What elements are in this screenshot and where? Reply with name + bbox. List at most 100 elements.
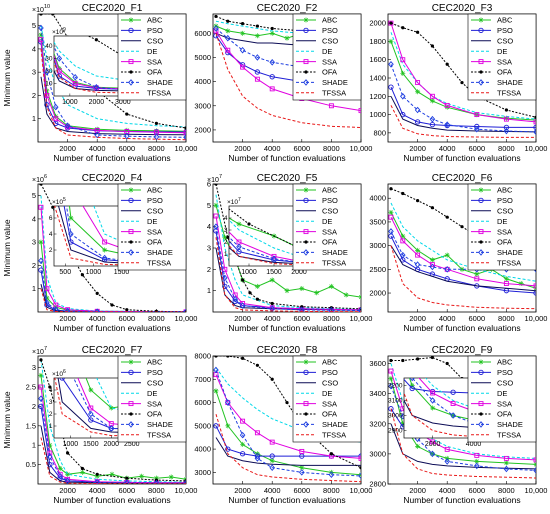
- series-marker-shade: [358, 307, 361, 312]
- series-line-tfssa: [40, 288, 186, 312]
- y-exponent: ×10: [32, 177, 44, 184]
- inset-series-line-ofa: [229, 208, 319, 255]
- inset-series-marker-abc: [393, 338, 398, 343]
- legend-label: SHADE: [322, 78, 348, 87]
- inset-series-marker-ssa: [72, 81, 78, 86]
- series-marker-ssa: [254, 76, 260, 82]
- legend-box: [467, 13, 537, 101]
- legend-marker: [128, 421, 134, 428]
- legend-item-shade: SHADE: [296, 420, 348, 429]
- legend-label: DE: [322, 389, 332, 398]
- series-line-abc: [390, 41, 536, 121]
- series-line-tfssa: [40, 48, 186, 141]
- inset-series-marker-shade: [450, 412, 456, 419]
- x-axis-label: Number of function evaluations: [53, 153, 170, 163]
- series-marker-shade: [358, 472, 361, 480]
- series-marker-abc: [474, 458, 480, 464]
- series-marker-ssa: [225, 47, 231, 53]
- series-marker-ofa: [445, 361, 449, 366]
- series-marker-shade: [44, 299, 50, 306]
- legend-marker: [129, 240, 133, 244]
- inset-series-line-abc: [229, 217, 319, 250]
- series-marker-abc: [44, 295, 50, 301]
- inset-series-marker-ssa: [450, 401, 456, 406]
- series-line-shade: [40, 398, 186, 484]
- legend-marker: [128, 229, 134, 235]
- legend-marker: [478, 421, 484, 428]
- series-marker-ssa: [38, 204, 44, 210]
- series-marker-shade: [533, 128, 536, 136]
- inset-y-tick-label: 3100: [388, 398, 403, 405]
- series-marker-ssa: [429, 439, 435, 445]
- x-tick-label: 10,000: [350, 144, 373, 153]
- inset-series-marker-abc: [72, 79, 78, 85]
- series-marker-ofa: [125, 476, 129, 480]
- series-marker-ssa: [240, 418, 246, 424]
- series-marker-abc: [314, 290, 320, 296]
- y-tick-label: 3: [207, 244, 211, 253]
- series-marker-ofa: [51, 205, 55, 209]
- series-line-de: [40, 359, 186, 483]
- inset-series-marker-abc: [547, 253, 550, 258]
- series-line-ssa: [40, 207, 186, 312]
- series-marker-ssa: [53, 116, 59, 122]
- x-tick-label: 10,000: [175, 144, 198, 153]
- inset-x-tick-label: 1000: [63, 441, 79, 448]
- series-marker-ofa: [430, 356, 434, 360]
- legend-label: DE: [147, 47, 157, 56]
- y-tick-label: 1.5: [26, 421, 36, 430]
- legend-marker: [478, 187, 484, 193]
- y-tick-label: 2.5: [26, 383, 36, 392]
- legend-label: SSA: [497, 57, 512, 66]
- legend-label: CSO: [322, 379, 338, 388]
- series-marker-shade: [503, 465, 510, 473]
- legend-item-ofa: OFA: [296, 238, 337, 247]
- legend-label: PSO: [147, 196, 163, 205]
- series-line-cso: [390, 245, 536, 292]
- legend-marker: [303, 359, 309, 365]
- x-tick-label: 8000: [498, 144, 515, 153]
- legend-item-ofa: OFA: [121, 410, 162, 419]
- series-marker-ssa: [474, 112, 480, 118]
- y-exponent-power: 7: [44, 346, 47, 352]
- legend-marker: [303, 27, 309, 34]
- inset-series-line-de: [425, 378, 494, 413]
- series-marker-pso: [503, 124, 510, 131]
- x-tick-label: 2000: [234, 314, 251, 323]
- series-marker-abc: [124, 127, 130, 133]
- series-marker-ofa: [416, 357, 420, 361]
- series-marker-ofa: [214, 14, 218, 19]
- x-tick-label: 10,000: [175, 486, 198, 495]
- series-marker-ofa: [329, 452, 333, 456]
- series-marker-pso: [269, 453, 275, 459]
- legend-marker: [478, 79, 484, 86]
- series-marker-ofa: [39, 184, 43, 186]
- legend-marker: [128, 401, 134, 407]
- legend-item-pso: PSO: [471, 368, 513, 377]
- series-marker-ssa: [503, 116, 509, 122]
- series-marker-ofa: [214, 356, 218, 358]
- inset-y-tick-label: 40: [45, 43, 53, 50]
- series-marker-abc: [94, 126, 100, 132]
- legend-label: OFA: [322, 238, 337, 247]
- series-line-ssa: [215, 30, 361, 112]
- y-tick-label: 5: [32, 191, 36, 200]
- series-marker-abc: [240, 441, 246, 447]
- series-markers-shade: [38, 257, 186, 312]
- x-tick-label: 10,000: [350, 314, 373, 323]
- legend-label: PSO: [147, 368, 163, 377]
- legend-item-ofa: OFA: [296, 410, 337, 419]
- series-marker-shade: [388, 228, 394, 235]
- y-tick-label: 4000: [194, 445, 211, 454]
- series-line-tfssa: [215, 237, 361, 312]
- legend-item-ssa: SSA: [121, 57, 162, 66]
- inset-series-marker-pso: [59, 378, 65, 381]
- inset-series-marker-ssa: [394, 331, 398, 335]
- y-tick-label: 4: [32, 214, 36, 223]
- series-markers-ssa: [388, 214, 536, 289]
- series-line-ssa: [40, 39, 186, 134]
- series-marker-ofa: [359, 466, 361, 470]
- legend-item-ssa: SSA: [471, 227, 512, 236]
- legend-item-tfssa: TFSSA: [471, 89, 521, 98]
